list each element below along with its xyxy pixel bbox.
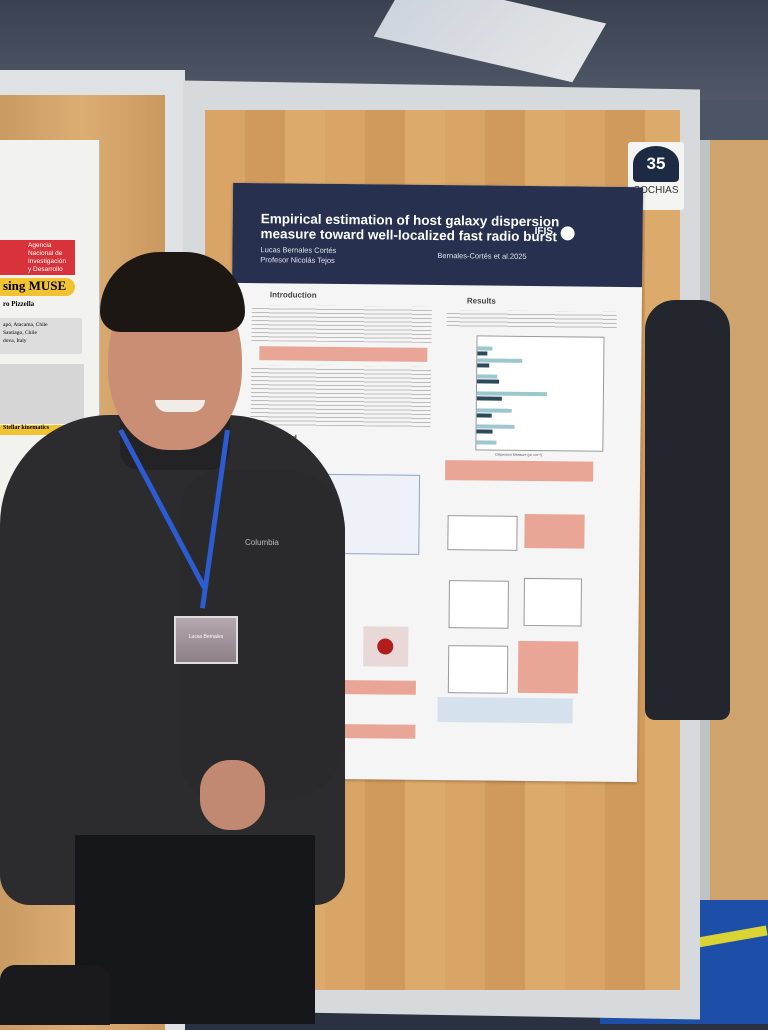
results-caption xyxy=(445,460,594,482)
agency-line: y Desarrollo xyxy=(28,266,63,273)
affiliation: dova, Italy xyxy=(3,338,27,344)
background-person xyxy=(645,300,730,720)
poster-citation: Bernales-Cortés et al.2025 xyxy=(437,251,527,261)
person-smile xyxy=(155,400,205,412)
poster-header: Empirical estimation of host galaxy disp… xyxy=(232,182,644,288)
agency-line: Nacional de xyxy=(28,250,63,257)
person-hair xyxy=(100,252,245,332)
results-axis-label: Dispersion Measure (pc cm⁻³) xyxy=(495,452,543,458)
backpack xyxy=(0,965,110,1025)
results-plot-2 xyxy=(448,580,509,629)
observatory-logo xyxy=(560,226,576,241)
poster-title: Empirical estimation of host galaxy disp… xyxy=(260,211,560,245)
left-poster-text-block xyxy=(0,364,84,424)
shirt-brand-logo: Columbia xyxy=(245,538,279,547)
person-pants xyxy=(75,835,315,1024)
board-number: 35 xyxy=(633,146,679,182)
author: Profesor Nicolás Tejos xyxy=(260,255,335,265)
left-poster-title: sing MUSE xyxy=(0,278,75,296)
person-hand xyxy=(200,760,265,830)
agency-line: Investigación xyxy=(28,258,66,265)
left-poster-section: Stellar kinematics xyxy=(0,425,82,435)
left-poster-author: ro Pizzella xyxy=(3,300,35,308)
results-bar-chart xyxy=(475,335,605,452)
agency-line: Agencia xyxy=(28,242,52,249)
references-box xyxy=(437,697,573,724)
poster-logos: IFIS xyxy=(534,226,576,241)
intro-text-2 xyxy=(250,365,432,427)
results-plot-1 xyxy=(447,515,518,551)
intro-heading: Introduction xyxy=(269,290,317,300)
ifis-logo: IFIS xyxy=(534,226,554,238)
results-plot-3 xyxy=(523,577,583,627)
board-org: SOCHIAS xyxy=(633,185,679,196)
results-heading: Results xyxy=(466,296,496,306)
results-plot-4 xyxy=(447,645,509,694)
method-image xyxy=(363,626,409,667)
affiliation: Santiago, Chile xyxy=(3,330,37,336)
results-note-1 xyxy=(524,513,585,549)
results-text xyxy=(446,310,617,330)
name-badge: Lucas Bernales xyxy=(174,616,238,664)
affiliation: apó, Atacama, Chile xyxy=(3,322,48,328)
poster-authors: Lucas Bernales Cortés Profesor Nicolás T… xyxy=(260,245,336,266)
dm-equation-box xyxy=(259,346,428,362)
results-note-2 xyxy=(517,640,579,694)
intro-text xyxy=(251,305,432,343)
